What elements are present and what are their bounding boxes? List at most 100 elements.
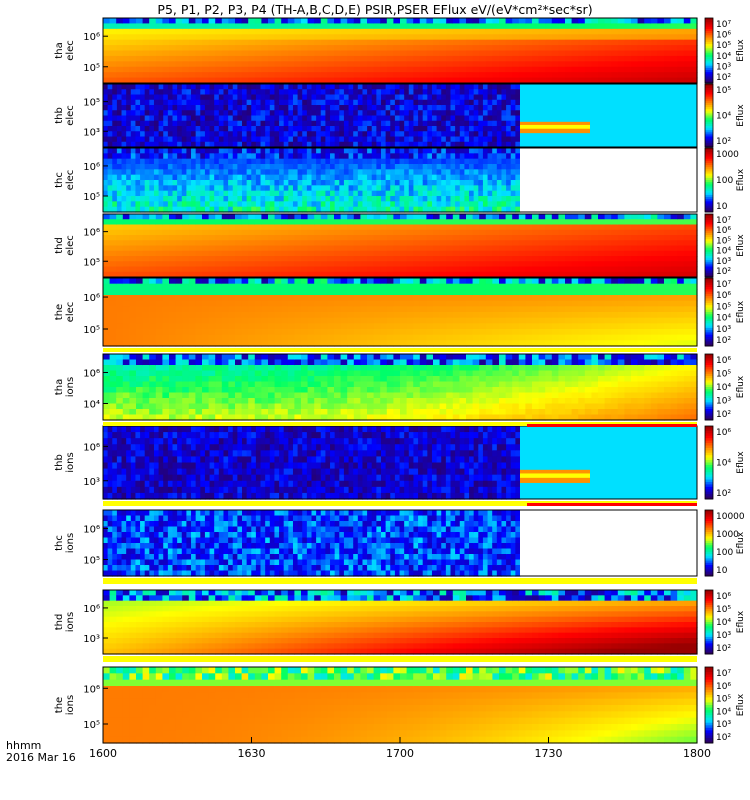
heatmap-cell <box>181 169 187 176</box>
heatmap-cell <box>492 153 498 160</box>
heatmap-cell <box>215 39 223 46</box>
heatmap-cell <box>446 50 454 57</box>
heatmap-cell <box>306 190 313 197</box>
heatmap-cell <box>496 120 503 127</box>
heatmap-cell <box>126 174 132 181</box>
heatmap-cell <box>334 28 342 35</box>
heatmap-cell <box>334 61 342 68</box>
heatmap-cell <box>186 196 192 202</box>
heatmap-cell <box>149 190 155 197</box>
heatmap-cell <box>292 180 299 186</box>
heatmap-cell <box>248 34 256 41</box>
heatmap-cell <box>459 126 465 132</box>
heatmap-cell <box>149 185 155 192</box>
heatmap-cell <box>492 180 498 186</box>
heatmap-cell <box>149 89 155 96</box>
heatmap-cell <box>177 158 183 165</box>
heatmap-cell <box>381 136 387 143</box>
heatmap-cell <box>690 214 698 220</box>
heatmap-cell <box>169 306 177 313</box>
heatmap-cell <box>204 84 211 90</box>
heatmap-cell <box>297 141 303 148</box>
heatmap-cell <box>223 190 229 197</box>
heatmap-cell <box>565 61 573 68</box>
heatmap-cell <box>188 283 196 290</box>
heatmap-cell <box>163 136 169 143</box>
heatmap-cell <box>228 190 234 197</box>
heatmap-cell <box>380 34 388 41</box>
heatmap-cell <box>158 190 164 197</box>
heatmap-cell <box>188 323 196 330</box>
heatmap-cell <box>215 219 223 226</box>
colorbar-segment <box>705 63 713 67</box>
heatmap-cell <box>320 174 326 181</box>
heatmap-cell <box>175 289 183 296</box>
heatmap-cell <box>202 34 210 41</box>
heatmap-cell <box>288 94 294 101</box>
heatmap-cell <box>525 18 533 25</box>
heatmap-cell <box>551 34 559 41</box>
heatmap-cell <box>664 50 672 57</box>
heatmap-cell <box>122 61 130 68</box>
heatmap-cell <box>288 126 294 132</box>
heatmap-cell <box>155 323 163 330</box>
heatmap-cell <box>473 174 479 181</box>
heatmap-cell <box>455 164 461 170</box>
heatmap-cell <box>209 201 215 208</box>
heatmap-cell <box>311 153 317 160</box>
colorbar-label: Eflux <box>736 168 746 191</box>
heatmap-cell <box>334 153 340 160</box>
heatmap-cell <box>215 334 223 341</box>
heatmap-cell <box>367 245 375 252</box>
heatmap-cell <box>221 306 229 313</box>
heatmap-cell <box>129 312 137 319</box>
heatmap-cell <box>677 28 685 35</box>
heatmap-cell <box>485 39 493 46</box>
heatmap-cell <box>122 219 130 226</box>
heatmap-cell <box>251 180 257 186</box>
heatmap-cell <box>268 240 276 247</box>
heatmap-cell <box>558 245 566 252</box>
heatmap-cell <box>112 190 118 197</box>
heatmap-cell <box>144 174 150 181</box>
heatmap-cell <box>204 110 211 117</box>
heatmap-cell <box>496 201 503 208</box>
heatmap-cell <box>265 94 271 101</box>
heatmap-cell <box>162 256 170 262</box>
heatmap-cell <box>209 99 215 106</box>
heatmap-cell <box>419 214 427 220</box>
heatmap-cell <box>327 224 335 231</box>
heatmap-cell <box>499 66 507 73</box>
heatmap-cell <box>512 219 520 226</box>
heatmap-cell <box>182 323 190 330</box>
heatmap-cell <box>492 256 500 262</box>
heatmap-cell <box>367 219 375 226</box>
heatmap-cell <box>200 190 206 197</box>
heatmap-cell <box>360 55 368 62</box>
heatmap-cell <box>314 34 322 41</box>
heatmap-cell <box>232 84 238 90</box>
heatmap-cell <box>565 50 573 57</box>
heatmap-cell <box>334 66 342 73</box>
colorbar-segment <box>705 48 713 51</box>
heatmap-cell <box>551 229 559 236</box>
heatmap-cell <box>584 72 592 79</box>
heatmap-cell <box>418 201 424 208</box>
heatmap-cell <box>130 105 137 111</box>
heatmap-cell <box>129 306 137 313</box>
heatmap-cell <box>408 164 415 170</box>
heatmap-cell <box>254 66 262 73</box>
heatmap-cell <box>390 196 396 202</box>
heatmap-cell <box>499 219 507 226</box>
heatmap-cell <box>327 289 335 296</box>
heatmap-cell <box>260 206 266 213</box>
heatmap-cell <box>413 136 419 143</box>
colorbar-segment <box>705 26 713 30</box>
heatmap-cell <box>478 94 484 101</box>
heatmap-cell <box>631 50 639 57</box>
heatmap-cell <box>135 174 141 181</box>
heatmap-cell <box>311 158 317 165</box>
heatmap-cell <box>571 77 579 84</box>
heatmap-cell <box>175 250 183 257</box>
heatmap-cell <box>116 300 124 307</box>
